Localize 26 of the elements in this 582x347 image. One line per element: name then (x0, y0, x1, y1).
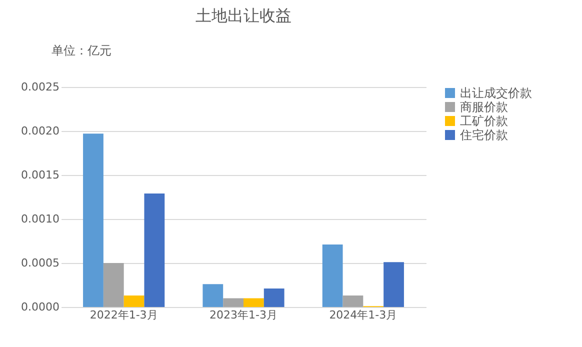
y-axis-title: 单位：亿元 (52, 44, 112, 58)
legend-label: 出让成交价款 (460, 86, 532, 100)
x-tick-label: 2024年1-3月 (329, 308, 398, 322)
y-tick-label: 0.0010 (21, 212, 60, 226)
bar (144, 193, 165, 307)
bar (223, 298, 244, 307)
bar (384, 262, 404, 307)
x-tick-label: 2023年1-3月 (210, 308, 278, 322)
y-tick-label: 0.0025 (21, 80, 60, 94)
chart-title: 土地出让收益 (196, 6, 292, 25)
bar (322, 244, 343, 307)
legend-label: 商服价款 (460, 100, 508, 114)
y-tick-label: 0.0005 (21, 256, 60, 270)
bar (244, 298, 264, 307)
bar (124, 296, 144, 307)
legend-label: 工矿价款 (460, 114, 508, 128)
bar (83, 134, 104, 307)
x-tick-label: 2022年1-3月 (90, 308, 158, 322)
bar (342, 296, 364, 307)
y-tick-label: 0.0000 (21, 300, 60, 314)
legend-label: 住宅价款 (459, 128, 508, 142)
bar (264, 288, 284, 307)
bar (202, 284, 224, 307)
y-tick-label: 0.0015 (21, 168, 60, 182)
bar (103, 263, 124, 307)
y-tick-label: 0.0020 (21, 124, 60, 138)
